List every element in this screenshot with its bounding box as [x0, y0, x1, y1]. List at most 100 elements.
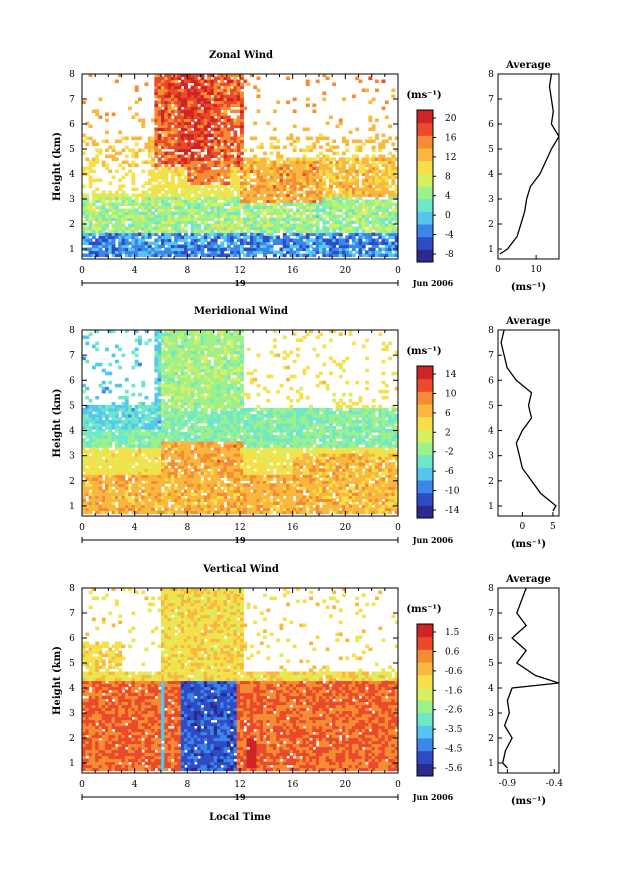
- heatmap-cell: [184, 118, 188, 123]
- heatmap-cell: [322, 91, 327, 96]
- heatmap-cell: [82, 238, 86, 243]
- heatmap-cell: [338, 172, 343, 177]
- heatmap-cell: [263, 151, 267, 156]
- heatmap-cell: [180, 103, 185, 108]
- heatmap-cell: [197, 73, 202, 78]
- heatmap-cell: [134, 214, 139, 219]
- heatmap-cell: [200, 76, 205, 81]
- heatmap-cell: [200, 199, 205, 204]
- heatmap-cell: [236, 193, 241, 198]
- heatmap-cell: [217, 76, 221, 81]
- heatmap-cell: [305, 190, 310, 195]
- heatmap-cell: [118, 187, 123, 192]
- heatmap-cell: [134, 136, 139, 141]
- heatmap-cell: [164, 169, 169, 174]
- heatmap-cell: [246, 196, 251, 201]
- heatmap-cell: [292, 190, 297, 195]
- heatmap-cell: [177, 211, 182, 216]
- heatmap-cell: [177, 97, 182, 102]
- heatmap-cell: [220, 184, 225, 189]
- heatmap-cell: [236, 109, 241, 114]
- heatmap-cell: [279, 238, 284, 243]
- heatmap-cell: [286, 190, 290, 195]
- heatmap-cell: [217, 118, 221, 123]
- heatmap-cell: [141, 190, 146, 195]
- heatmap-cell: [101, 220, 106, 225]
- heatmap-cell: [82, 139, 86, 144]
- heatmap-cell: [279, 208, 284, 213]
- heatmap-cell: [98, 193, 103, 198]
- heatmap-cell: [328, 250, 333, 255]
- heatmap-cell: [147, 220, 152, 225]
- heatmap-cell: [190, 232, 195, 237]
- heatmap-cell: [266, 244, 271, 249]
- heatmap-cell: [167, 88, 172, 93]
- heatmap-cell: [108, 371, 113, 376]
- heatmap-cell: [309, 220, 313, 225]
- heatmap-cell: [282, 220, 287, 225]
- heatmap-cell: [124, 217, 129, 222]
- heatmap-cell: [167, 157, 172, 162]
- heatmap-cell: [164, 106, 169, 111]
- heatmap-cell: [184, 244, 188, 249]
- heatmap-cell: [187, 154, 192, 159]
- heatmap-cell: [203, 136, 208, 141]
- heatmap-cell: [226, 175, 231, 180]
- heatmap-cell: [207, 196, 211, 201]
- heatmap-cell: [164, 127, 169, 132]
- heatmap-cell: [157, 109, 162, 114]
- heatmap-cell: [154, 184, 159, 189]
- heatmap-cell: [151, 193, 155, 198]
- heatmap-cell: [180, 112, 185, 117]
- date-label: 19: [234, 278, 246, 288]
- heatmap-cell: [220, 127, 225, 132]
- heatmap-cell: [213, 244, 218, 249]
- heatmap-cell: [328, 202, 333, 207]
- heatmap-cell: [131, 187, 136, 192]
- heatmap-cell: [289, 184, 294, 189]
- heatmap-cell: [82, 205, 86, 210]
- heatmap-cell: [203, 208, 208, 213]
- heatmap-cell: [253, 196, 258, 201]
- heatmap-cell: [114, 79, 119, 84]
- heatmap-cell: [315, 190, 320, 195]
- heatmap-cell: [217, 184, 221, 189]
- heatmap-cell: [332, 163, 337, 168]
- heatmap-cell: [167, 112, 172, 117]
- heatmap-cell: [328, 214, 333, 219]
- heatmap-cell: [174, 127, 179, 132]
- heatmap-cell: [200, 172, 205, 177]
- heatmap-cell: [236, 205, 241, 210]
- heatmap-cell: [203, 172, 208, 177]
- heatmap-cell: [174, 94, 179, 99]
- heatmap-cell: [147, 193, 152, 198]
- heatmap-cell: [289, 172, 294, 177]
- heatmap-cell: [167, 166, 172, 171]
- heatmap-cell: [332, 241, 337, 246]
- heatmap-cell: [82, 208, 86, 213]
- heatmap-cell: [259, 160, 264, 165]
- heatmap-cell: [243, 238, 248, 243]
- heatmap-cell: [131, 205, 136, 210]
- heatmap-cell: [180, 124, 185, 129]
- heatmap-cell: [128, 208, 132, 213]
- heatmap-cell: [312, 247, 317, 252]
- heatmap-cell: [170, 187, 175, 192]
- heatmap-cell: [141, 118, 146, 123]
- heatmap-cell: [164, 139, 169, 144]
- heatmap-cell: [154, 112, 159, 117]
- x-tick-label: 4: [132, 266, 138, 276]
- heatmap-cell: [296, 199, 300, 204]
- heatmap-cell: [193, 91, 198, 96]
- heatmap-cell: [134, 232, 139, 237]
- heatmap-cell: [249, 136, 254, 141]
- heatmap-cell: [289, 196, 294, 201]
- heatmap-cell: [223, 133, 228, 138]
- heatmap-cell: [286, 187, 290, 192]
- heatmap-cell: [190, 79, 195, 84]
- heatmap-cell: [338, 121, 343, 126]
- heatmap-cell: [154, 106, 159, 111]
- heatmap-cell: [309, 226, 313, 231]
- heatmap-cell: [95, 157, 100, 162]
- heatmap-cell: [88, 208, 93, 213]
